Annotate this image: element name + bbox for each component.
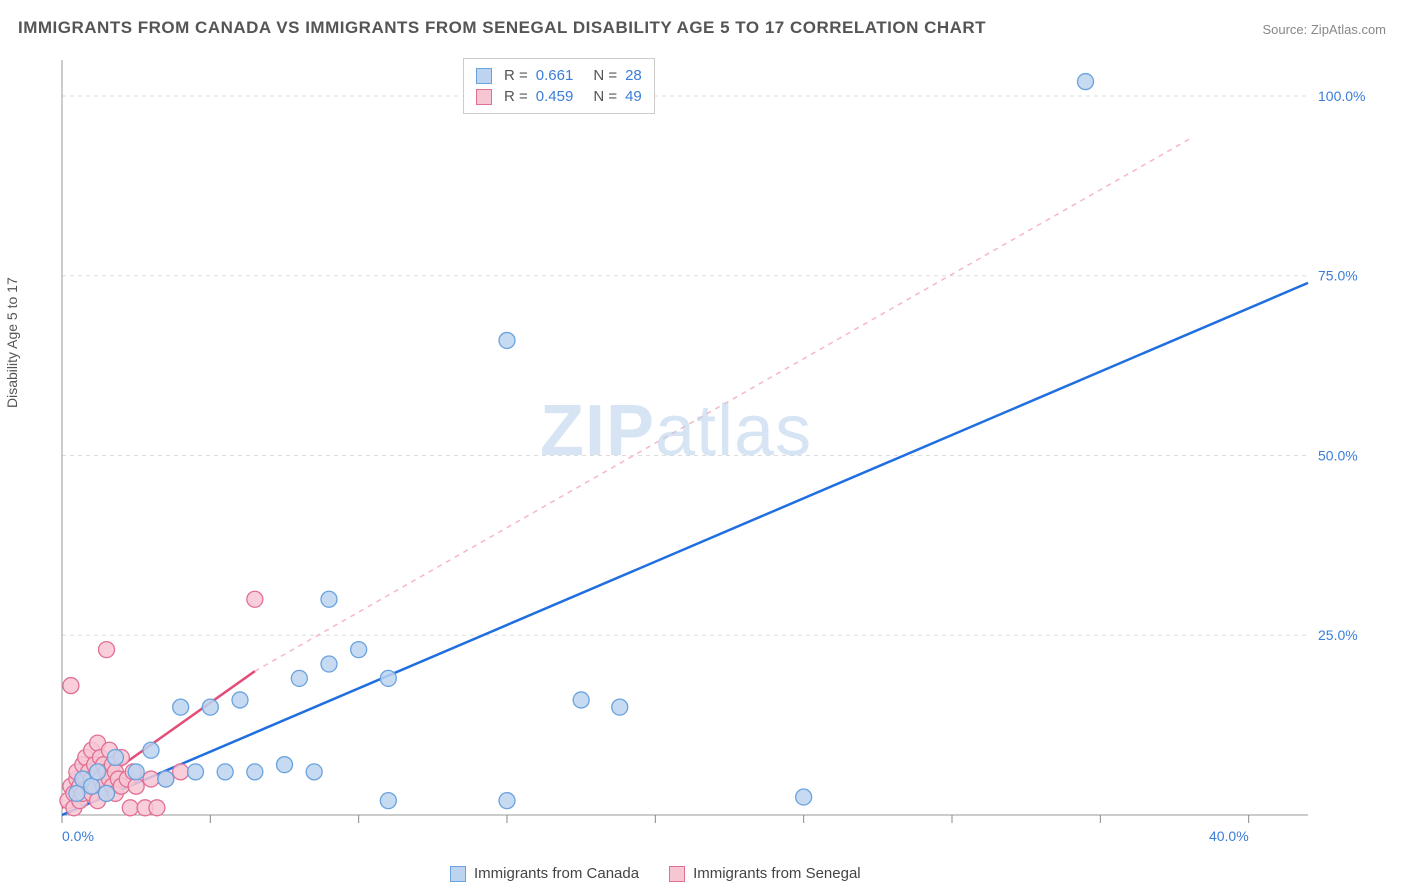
legend-box-canada: [476, 68, 492, 84]
legend-item-senegal: Immigrants from Senegal: [669, 865, 861, 882]
legend-label: Immigrants from Canada: [474, 865, 639, 882]
legend-stats-row: R = 0.459 N = 49: [476, 86, 642, 107]
y-axis-label: Disability Age 5 to 17: [4, 277, 20, 408]
legend-item-canada: Immigrants from Canada: [450, 865, 639, 882]
r-label: R =: [504, 67, 528, 84]
r-label: R =: [504, 88, 528, 105]
n-label: N =: [593, 88, 617, 105]
legend-box-senegal: [476, 89, 492, 105]
svg-text:100.0%: 100.0%: [1318, 88, 1365, 104]
r-value: 0.661: [536, 67, 574, 84]
chart-title: IMMIGRANTS FROM CANADA VS IMMIGRANTS FRO…: [18, 18, 986, 38]
chart-area: 25.0% 50.0% 75.0% 100.0% 0.0% 40.0%: [52, 55, 1388, 855]
legend-stats: R = 0.661 N = 28 R = 0.459 N = 49: [463, 58, 655, 114]
legend-box-icon: [669, 866, 685, 882]
source-label: Source: ZipAtlas.com: [1262, 22, 1386, 37]
svg-text:50.0%: 50.0%: [1318, 447, 1358, 463]
svg-text:40.0%: 40.0%: [1209, 828, 1249, 844]
n-value: 28: [625, 67, 642, 84]
n-label: N =: [593, 67, 617, 84]
n-value: 49: [625, 88, 642, 105]
chart-svg: 25.0% 50.0% 75.0% 100.0% 0.0% 40.0%: [52, 55, 1388, 855]
legend-stats-row: R = 0.661 N = 28: [476, 65, 642, 86]
svg-text:75.0%: 75.0%: [1318, 268, 1358, 284]
legend-series: Immigrants from Canada Immigrants from S…: [450, 865, 861, 882]
svg-text:25.0%: 25.0%: [1318, 627, 1358, 643]
legend-label: Immigrants from Senegal: [693, 865, 861, 882]
svg-text:0.0%: 0.0%: [62, 828, 94, 844]
r-value: 0.459: [536, 88, 574, 105]
legend-box-icon: [450, 866, 466, 882]
